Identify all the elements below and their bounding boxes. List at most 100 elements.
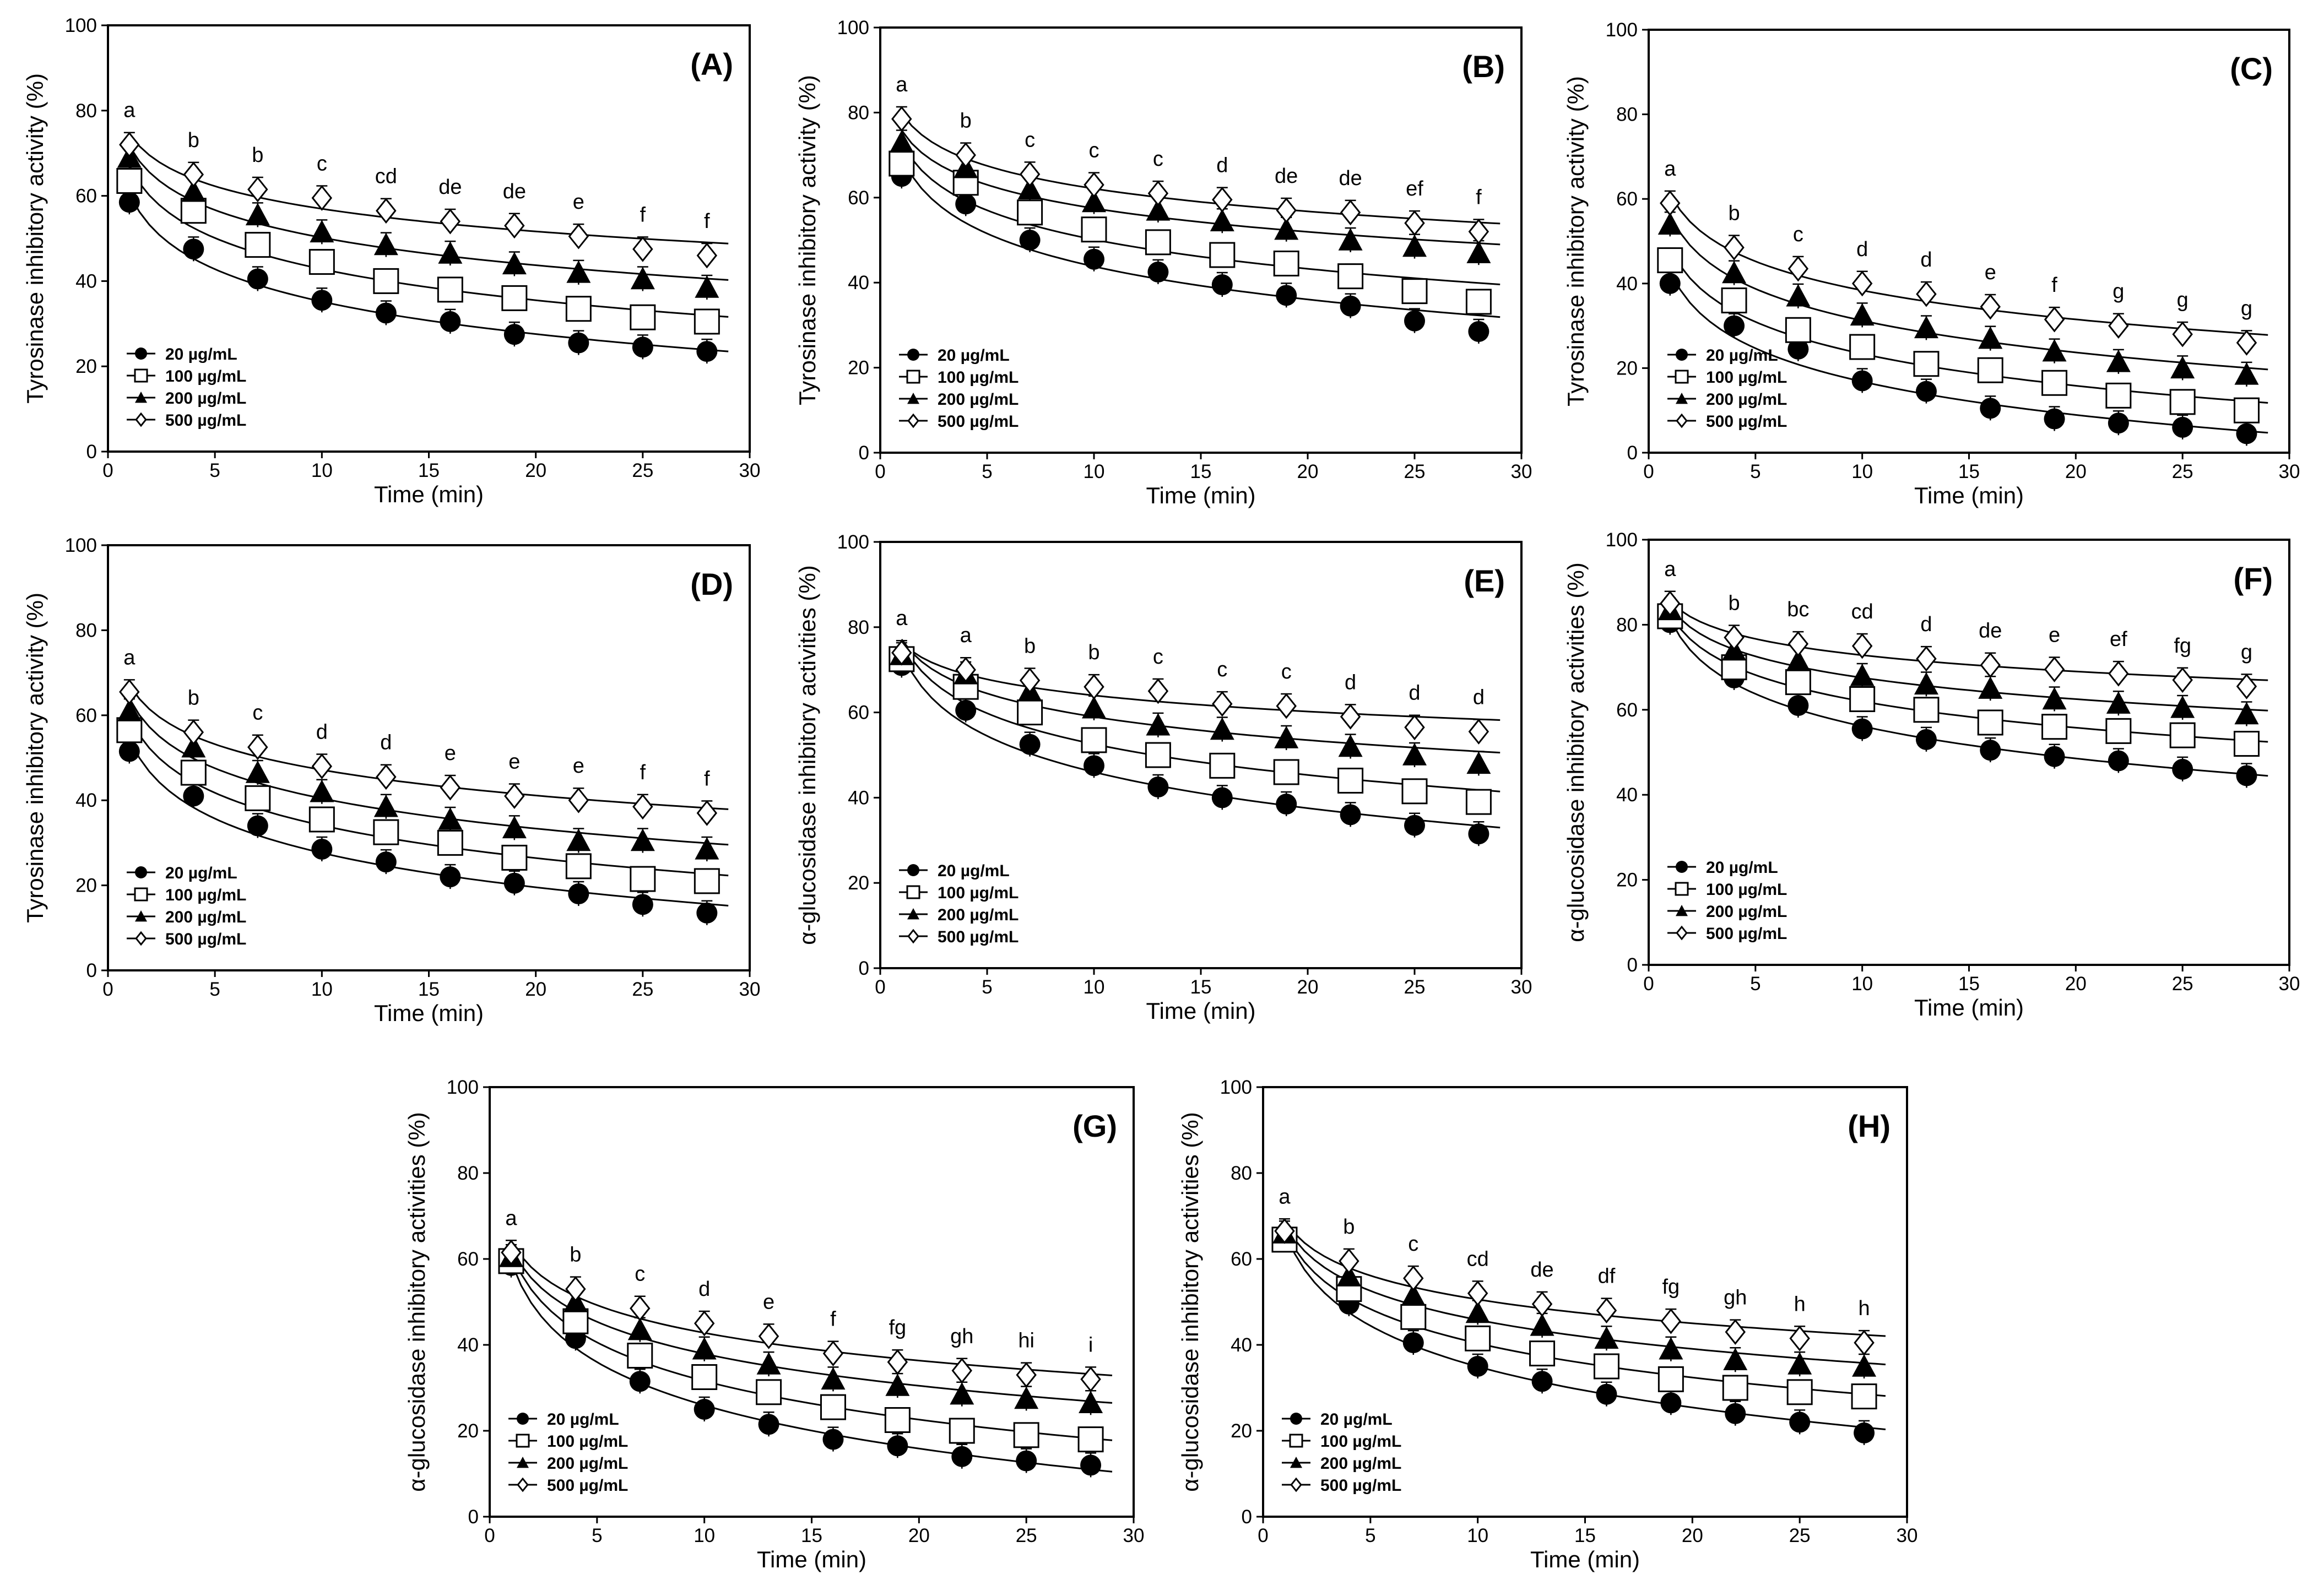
data-point-triangle — [373, 794, 398, 817]
significance-letter: f — [640, 761, 646, 784]
x-tick-label: 15 — [1190, 976, 1212, 998]
plot-frame — [1648, 539, 2290, 966]
data-point-triangle — [1850, 664, 1875, 686]
data-point-circle — [1915, 729, 1937, 750]
data-point-circle — [1468, 321, 1489, 342]
data-point-triangle — [2234, 362, 2259, 385]
data-point-diamond — [1851, 270, 1873, 297]
significance-letter: e — [573, 754, 584, 778]
legend-label: 500 µg/mL — [547, 1476, 628, 1495]
data-point-diamond — [504, 783, 525, 809]
x-tick-label: 25 — [2172, 973, 2193, 995]
x-tick-label: 15 — [418, 460, 440, 481]
y-tick-label: 100 — [65, 535, 97, 556]
x-tick-label: 25 — [1404, 976, 1426, 998]
chart-panel-f: 0 5 10 15 20 25 30 0 20 40 60 80 100 Time (min) α-gluc… — [1563, 529, 2300, 1020]
fit-curve-series-3 — [128, 698, 729, 846]
fit-curve-series-3 — [901, 638, 1501, 754]
data-point-square — [1401, 778, 1428, 805]
data-point-diamond — [1467, 1280, 1488, 1306]
significance-letter: a — [1664, 558, 1676, 581]
legend-label: 500 µg/mL — [938, 412, 1019, 431]
data-point-circle — [955, 193, 977, 215]
legend-marker-diamond — [907, 413, 919, 428]
significance-letter: de — [1275, 165, 1298, 188]
data-point-diamond — [1403, 1265, 1424, 1291]
significance-letter: f — [2051, 274, 2057, 297]
x-axis-title: Time (min) — [1914, 995, 2024, 1020]
data-point-square — [562, 1308, 589, 1334]
data-point-circle — [568, 332, 589, 354]
y-tick-label: 60 — [848, 702, 869, 724]
data-point-circle — [503, 324, 525, 345]
x-tick-label: 5 — [982, 976, 992, 998]
x-tick-label: 10 — [1467, 1525, 1488, 1546]
y-tick-label: 20 — [75, 875, 97, 897]
data-point-diamond — [311, 185, 333, 211]
data-point-circle — [2172, 758, 2193, 780]
y-tick-label: 40 — [1616, 784, 1638, 806]
x-tick-label: 0 — [875, 976, 885, 998]
data-point-diamond — [565, 1276, 586, 1302]
data-point-triangle — [1402, 743, 1427, 766]
x-tick-label: 0 — [102, 460, 113, 481]
data-point-diamond — [951, 1358, 972, 1384]
data-point-square — [2041, 714, 2068, 740]
data-point-diamond — [1724, 625, 1745, 650]
significance-letter: hi — [1018, 1329, 1034, 1353]
significance-letter: de — [438, 176, 462, 199]
legend-marker-circle — [517, 1413, 529, 1425]
data-point-triangle — [1082, 696, 1106, 719]
significance-letter: a — [123, 99, 136, 122]
data-point-triangle — [502, 816, 527, 839]
data-point-diamond — [694, 1310, 715, 1337]
significance-letter: fg — [889, 1316, 907, 1339]
y-tick-label: 100 — [65, 15, 97, 36]
data-point-diamond — [568, 223, 589, 249]
data-point-triangle — [1338, 734, 1363, 757]
legend-label: 20 µg/mL — [938, 346, 1010, 365]
chart-panel-b: 0 5 10 15 20 25 30 0 20 40 60 80 100 Time (min) Tyrosi… — [794, 17, 1532, 508]
legend-label: 500 µg/mL — [1706, 925, 1787, 943]
x-tick-label: 5 — [1365, 1525, 1375, 1546]
data-point-circle — [183, 785, 204, 807]
x-tick-label: 0 — [1258, 1525, 1268, 1546]
panel-label: (A) — [690, 47, 733, 82]
y-axis-title: α-glucosidase inhibitory activities (%) — [794, 565, 820, 945]
data-point-triangle — [695, 275, 719, 298]
data-point-triangle — [2042, 339, 2067, 362]
data-point-square — [2233, 731, 2260, 757]
data-point-triangle — [1338, 228, 1363, 251]
legend-marker-diamond — [135, 931, 147, 946]
data-point-circle — [887, 1435, 908, 1457]
data-point-circle — [1467, 1356, 1488, 1377]
data-point-diamond — [1789, 1325, 1810, 1351]
significance-letter: de — [1979, 620, 2002, 643]
fit-curve-series-2 — [901, 641, 1501, 792]
data-point-diamond — [1660, 1308, 1682, 1334]
legend-marker-triangle — [1676, 393, 1688, 404]
data-point-triangle — [950, 1382, 974, 1405]
data-point-circle — [1147, 261, 1169, 283]
significance-letter: g — [2241, 640, 2252, 664]
data-point-triangle — [1852, 1354, 1877, 1377]
significance-letter: d — [698, 1278, 710, 1301]
x-tick-label: 25 — [1404, 461, 1426, 482]
data-point-diamond — [1084, 674, 1104, 700]
data-point-diamond — [1276, 197, 1297, 224]
plot-frame — [879, 541, 1523, 969]
significance-letter: f — [704, 767, 710, 790]
legend-label: 100 µg/mL — [938, 884, 1019, 902]
fit-curve-series-4 — [128, 684, 729, 810]
significance-letter: b — [188, 129, 199, 152]
legend-marker-triangle — [517, 1457, 529, 1468]
x-tick-label: 10 — [1084, 976, 1105, 998]
legend-label: 200 µg/mL — [165, 908, 246, 926]
data-point-square — [1913, 351, 1940, 377]
significance-letter: d — [1473, 686, 1485, 709]
data-point-circle — [1915, 381, 1937, 402]
data-point-diamond — [1274, 1218, 1295, 1244]
data-point-square — [501, 285, 528, 311]
significance-letter: c — [1217, 658, 1227, 681]
fit-curve-series-2 — [510, 1252, 1113, 1441]
